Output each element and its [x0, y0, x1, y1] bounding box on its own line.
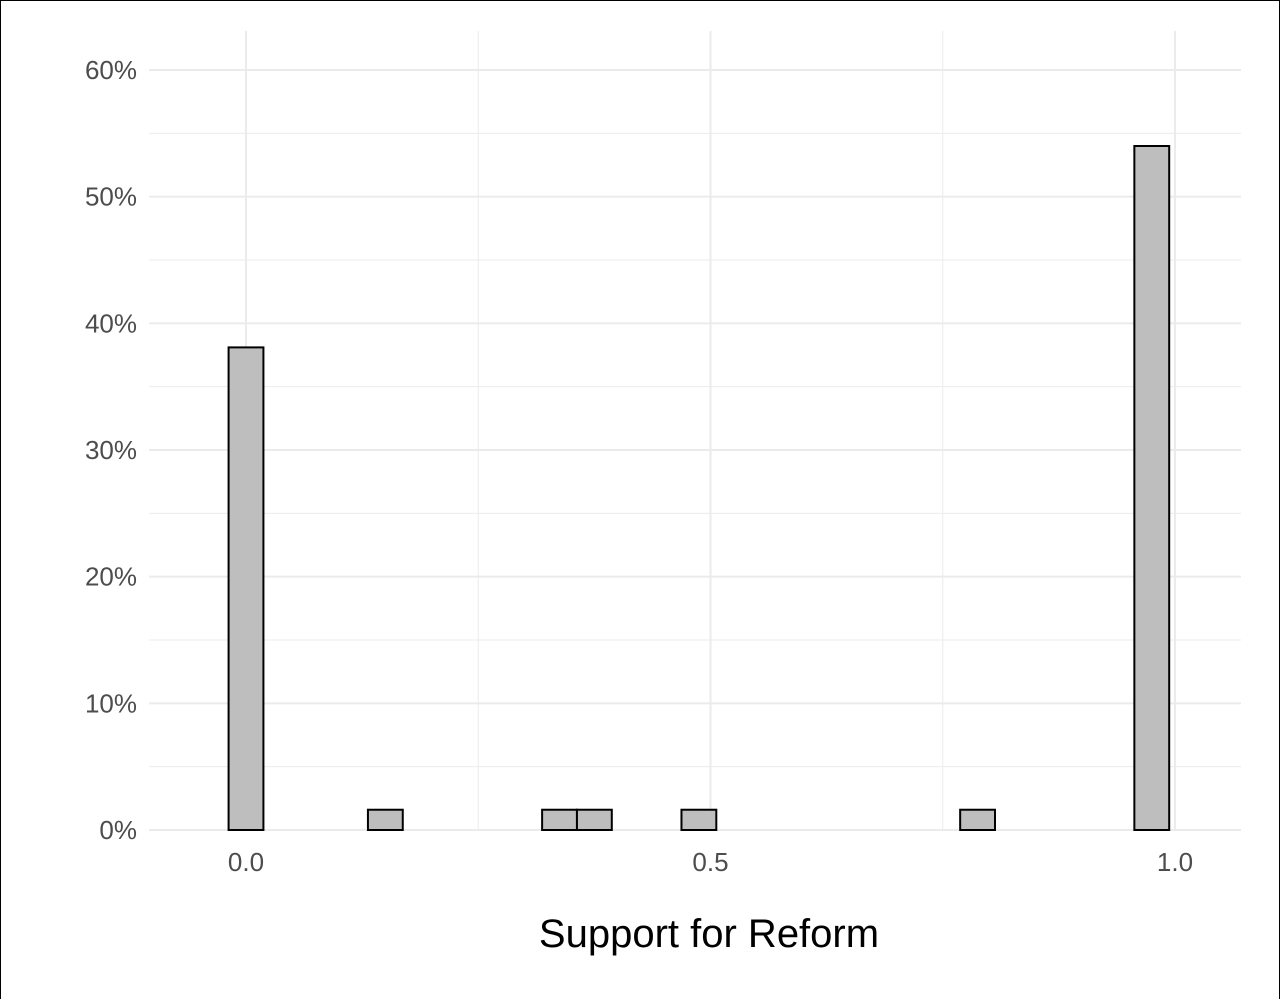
grid-layer	[149, 31, 1241, 831]
tick-layer: 0% 10% 20% 30% 40% 50% 60% 0.0 0.5 1.0	[85, 55, 1193, 877]
x-tick-label: 1.0	[1157, 847, 1193, 877]
y-tick-label: 60%	[85, 55, 137, 85]
y-tick-label: 20%	[85, 562, 137, 592]
histogram-bar	[541, 808, 578, 832]
bars-layer	[227, 145, 1171, 832]
histogram-bar	[575, 808, 613, 832]
histogram-bar	[366, 808, 404, 832]
x-tick-label: 0.0	[228, 847, 264, 877]
x-axis-title: Support for Reform	[539, 912, 879, 956]
x-tick-label: 0.5	[692, 847, 728, 877]
histogram-bar	[680, 808, 718, 832]
histogram-bar	[227, 346, 265, 831]
y-tick-label: 50%	[85, 182, 137, 212]
y-tick-label: 0%	[99, 815, 137, 845]
histogram-bar	[1133, 145, 1171, 831]
y-tick-label: 40%	[85, 308, 137, 338]
y-tick-label: 10%	[85, 688, 137, 718]
histogram-bar	[959, 808, 997, 832]
y-tick-label: 30%	[85, 435, 137, 465]
